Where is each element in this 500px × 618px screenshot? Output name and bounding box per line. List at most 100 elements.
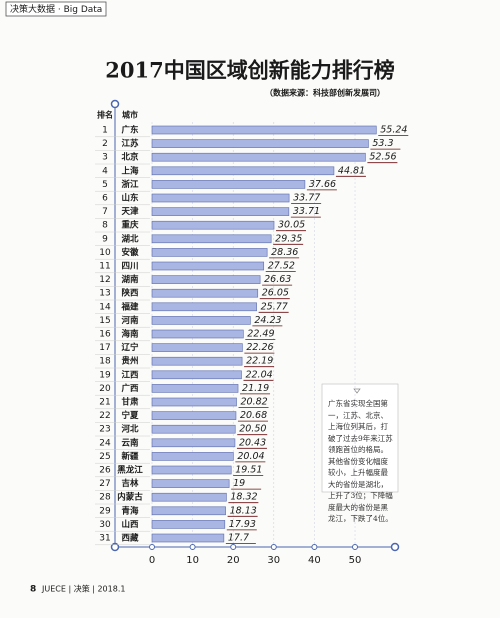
bar bbox=[151, 207, 290, 216]
rank-label: 17 bbox=[99, 343, 110, 353]
rank-label: 7 bbox=[102, 207, 108, 217]
x-tick-label: 20 bbox=[227, 555, 240, 566]
value-label: 26.05 bbox=[262, 288, 289, 299]
rank-label: 31 bbox=[99, 534, 110, 544]
bar bbox=[151, 234, 272, 244]
value-label: 26.63 bbox=[264, 274, 291, 285]
bar bbox=[151, 302, 257, 312]
category-label: 甘肃 bbox=[121, 397, 139, 408]
value-label: 44.81 bbox=[338, 165, 365, 176]
value-label: 20.04 bbox=[237, 451, 264, 462]
rank-label: 11 bbox=[99, 262, 110, 272]
rank-label: 27 bbox=[99, 479, 110, 489]
x-tick-label: 0 bbox=[149, 555, 155, 566]
footer-text: JUECE | 决策 | 2018.1 bbox=[41, 584, 125, 594]
category-header: 城市 bbox=[122, 110, 138, 120]
rank-label: 6 bbox=[102, 194, 108, 204]
value-label: 37.66 bbox=[309, 179, 336, 190]
x-tick-mark bbox=[230, 544, 237, 550]
rank-label: 16 bbox=[99, 330, 111, 340]
rank-label: 9 bbox=[102, 234, 108, 244]
category-label: 河南 bbox=[121, 315, 139, 326]
bar bbox=[151, 316, 251, 325]
bar bbox=[151, 384, 239, 393]
bar bbox=[151, 506, 226, 516]
axis-dot bbox=[110, 99, 120, 109]
category-label: 四川 bbox=[121, 262, 138, 272]
rank-label: 13 bbox=[99, 289, 110, 299]
bar bbox=[151, 125, 377, 135]
category-label: 天津 bbox=[121, 206, 139, 217]
category-label: 湖北 bbox=[121, 233, 139, 244]
bar bbox=[151, 343, 243, 352]
x-tick-label: 10 bbox=[186, 555, 199, 566]
bar bbox=[151, 397, 237, 407]
category-label: 陕西 bbox=[121, 288, 139, 299]
category-label: 北京 bbox=[121, 152, 139, 163]
section-header: 决策大数据 · Big Data bbox=[10, 3, 102, 15]
rank-label: 26 bbox=[99, 466, 111, 476]
rank-label: 15 bbox=[99, 316, 110, 326]
value-label: 22.26 bbox=[246, 342, 273, 353]
rank-label: 20 bbox=[99, 384, 111, 394]
rank-label: 2 bbox=[102, 139, 108, 149]
bar bbox=[151, 370, 242, 380]
bar bbox=[151, 424, 236, 434]
bar bbox=[151, 411, 237, 420]
category-label: 内蒙古 bbox=[117, 492, 143, 503]
x-tick-mark bbox=[352, 544, 358, 550]
rank-label: 24 bbox=[99, 438, 111, 448]
category-label: 贵州 bbox=[121, 356, 138, 367]
rank-label: 19 bbox=[99, 370, 111, 380]
category-label: 广西 bbox=[121, 383, 139, 394]
rank-label: 21 bbox=[99, 398, 110, 408]
category-label: 青海 bbox=[121, 505, 139, 516]
category-label: 河北 bbox=[121, 424, 139, 435]
rank-label: 29 bbox=[99, 506, 111, 516]
bar bbox=[151, 465, 232, 475]
header-tab bbox=[5, 1, 107, 17]
value-label: 24.23 bbox=[254, 315, 281, 326]
value-label: 20.68 bbox=[240, 410, 267, 421]
bar bbox=[151, 275, 261, 284]
category-label: 浙江 bbox=[121, 179, 139, 190]
value-label: 22.19 bbox=[246, 356, 273, 367]
bar bbox=[151, 248, 268, 257]
value-label: 21.19 bbox=[242, 383, 269, 394]
category-label: 重庆 bbox=[121, 220, 139, 231]
value-label: 33.71 bbox=[293, 206, 320, 217]
rank-label: 10 bbox=[99, 248, 111, 258]
category-label: 海南 bbox=[121, 329, 139, 340]
bar bbox=[151, 261, 265, 271]
annotation-box bbox=[321, 383, 399, 493]
value-label: 17.93 bbox=[229, 519, 256, 530]
page-number: 8 bbox=[30, 585, 36, 595]
category-label: 安徽 bbox=[121, 247, 139, 258]
category-label: 山西 bbox=[121, 519, 139, 530]
rank-header: 排名 bbox=[97, 110, 113, 120]
value-label: 22.04 bbox=[245, 369, 272, 380]
rank-label: 30 bbox=[99, 520, 111, 530]
chart-title: 2017中国区域创新能力排行榜 bbox=[105, 58, 394, 83]
bar bbox=[151, 452, 234, 461]
value-label: 19.51 bbox=[235, 465, 262, 476]
bar bbox=[151, 220, 275, 230]
bar bbox=[151, 329, 244, 339]
value-label: 30.05 bbox=[278, 220, 305, 231]
value-label: 20.82 bbox=[241, 397, 268, 408]
category-label: 山东 bbox=[121, 193, 139, 204]
category-label: 江苏 bbox=[121, 138, 139, 149]
x-tick-label: 30 bbox=[267, 555, 280, 566]
x-tick-mark bbox=[270, 544, 277, 550]
chart-subtitle: （数据来源：科技部创新发展司） bbox=[265, 88, 385, 98]
category-label: 云南 bbox=[121, 437, 139, 448]
annotation-icon bbox=[353, 388, 361, 394]
value-label: 25.77 bbox=[261, 301, 288, 312]
value-label: 20.43 bbox=[239, 437, 266, 448]
value-label: 17.7 bbox=[228, 533, 249, 544]
category-label: 黑龙江 bbox=[117, 465, 143, 476]
rank-label: 4 bbox=[102, 166, 108, 176]
category-label: 西藏 bbox=[121, 533, 139, 544]
